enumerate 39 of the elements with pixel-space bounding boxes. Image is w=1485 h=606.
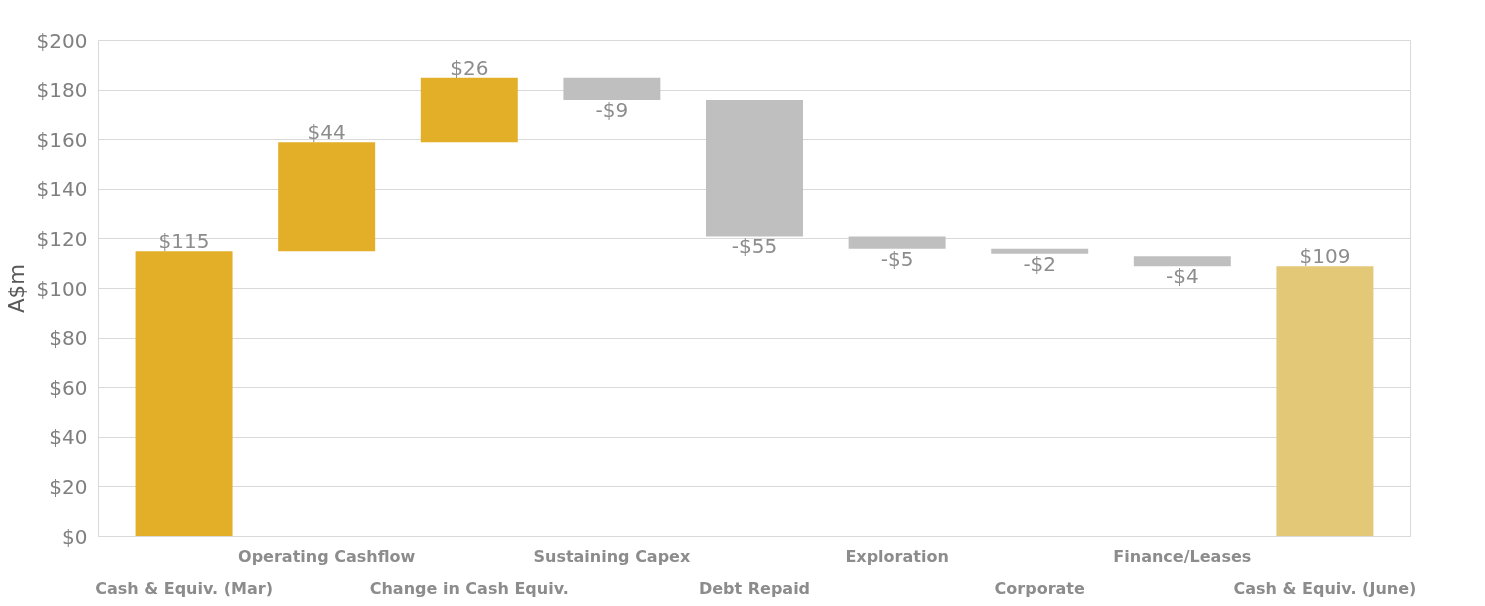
bar	[706, 100, 803, 237]
x-tick-label: Finance/Leases	[1113, 546, 1252, 566]
data-label: $115	[158, 229, 210, 254]
x-tick-label: Exploration	[845, 546, 949, 566]
x-tick-label: Cash & Equiv. (Mar)	[95, 578, 273, 598]
y-tick-label: $140	[36, 177, 88, 202]
data-label: $26	[450, 55, 489, 80]
bar	[991, 248, 1089, 254]
y-tick-label: $20	[49, 474, 88, 499]
data-label: $44	[307, 120, 346, 145]
y-tick-label: $60	[49, 375, 88, 400]
y-tick-label: $200	[36, 28, 88, 53]
bar	[1276, 266, 1374, 537]
y-tick-label: $120	[36, 226, 88, 251]
x-tick-label: Cash & Equiv. (June)	[1233, 578, 1417, 598]
y-tick-label: $40	[49, 425, 88, 450]
data-label: -$55	[731, 234, 778, 259]
bar	[1133, 256, 1231, 267]
y-tick-label: $80	[49, 326, 88, 351]
y-tick-label: $160	[36, 127, 88, 152]
bar	[563, 77, 661, 101]
x-tick-label: Corporate	[994, 578, 1085, 598]
bar	[420, 77, 518, 143]
data-label: $109	[1299, 244, 1351, 269]
y-axis-title: A$m	[3, 264, 29, 313]
x-tick-label: Debt Repaid	[698, 578, 811, 598]
bar	[135, 251, 233, 537]
bar	[848, 236, 946, 249]
bar	[278, 142, 376, 252]
x-tick-label: Sustaining Capex	[533, 546, 691, 566]
x-tick-label: Change in Cash Equiv.	[369, 578, 569, 598]
y-tick-label: $0	[62, 524, 88, 549]
data-label: -$5	[880, 246, 914, 271]
data-label: -$9	[595, 98, 629, 123]
data-label: -$4	[1165, 264, 1199, 289]
y-tick-label: $100	[36, 276, 88, 301]
data-label: -$2	[1023, 251, 1057, 276]
x-tick-label: Operating Cashflow	[238, 546, 416, 566]
y-tick-label: $180	[36, 78, 88, 103]
